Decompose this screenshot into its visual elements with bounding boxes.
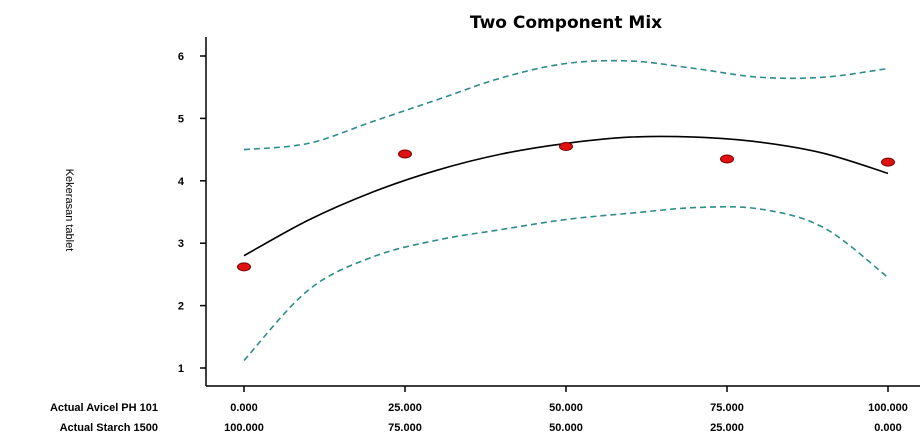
data-point [237,262,251,272]
y-tick-label: 6 [178,51,184,63]
fit-line [243,135,889,257]
y-tick-label: 4 [178,176,185,188]
x-tick-label: 50.000 [549,402,583,414]
x-tick-label: 0.000 [874,422,902,434]
x-tick-label: 75.000 [710,402,744,414]
y-tick-label: 2 [178,301,184,313]
x-tick-label: 0.000 [230,402,258,414]
x-axis-row-label-starch: Actual Starch 1500 [60,422,158,434]
plot-area: 1 2 3 4 5 6 Actual Avicel PH 101 0.000 25.000 50.… [50,37,920,434]
data-point [398,149,412,159]
data-point [720,154,734,164]
y-tick-label: 3 [178,238,184,250]
upper-bound-line [243,59,889,151]
data-point [881,157,895,167]
data-point [559,141,573,151]
x-axis-row-label-avicel: Actual Avicel PH 101 [50,402,158,414]
y-tick-label: 5 [178,113,184,125]
x-tick-label: 25.000 [388,402,422,414]
y-tick-label: 1 [178,363,184,375]
lower-bound-line [243,205,889,362]
x-tick-label: 100.000 [224,422,264,434]
chart-title: Two Component Mix [470,13,662,33]
x-tick-label: 75.000 [388,422,422,434]
x-tick-label: 25.000 [710,422,744,434]
x-tick-label: 100.000 [868,402,908,414]
y-axis-label: Kekerasan tablet [63,169,75,252]
x-tick-label: 50.000 [549,422,583,434]
